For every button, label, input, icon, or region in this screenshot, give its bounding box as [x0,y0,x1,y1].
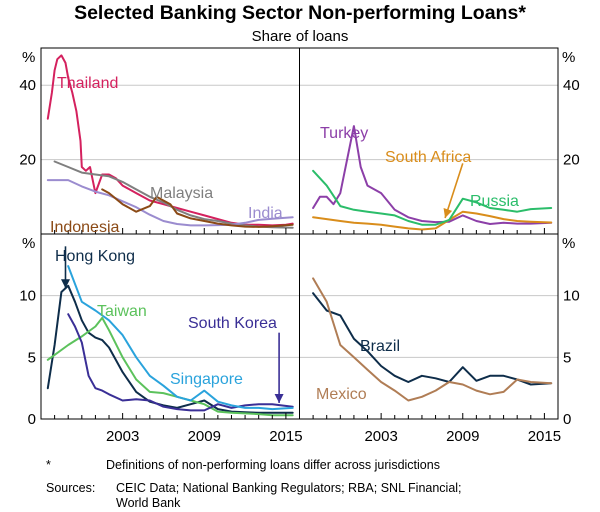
x-tick-label-2009: 2009 [188,428,221,445]
series-label-hong-kong: Hong Kong [55,248,135,265]
series-line-south-korea [67,313,294,412]
footnote-marker: * [46,458,51,472]
arrow-south-korea [274,332,284,403]
arrow-south-africa-head [443,208,453,219]
series-label-turkey: Turkey [320,125,368,142]
series-label-malaysia: Malaysia [150,185,213,202]
y-tick-label-bottom-left-10: 10 [19,288,36,305]
y-tick-label-top-right-20: 20 [563,152,580,169]
x-tick-label-2015: 2015 [269,428,302,445]
series-line-hong-kong [46,284,294,414]
series-label-russia: Russia [470,193,519,210]
x-tick-label-2003: 2003 [364,428,397,445]
series-line-malaysia [53,160,294,229]
series-label-south-africa: South Africa [385,149,471,166]
arrow-south-africa-shaft [444,163,464,219]
sources-line-2: World Bank [116,496,181,510]
series-label-india: India [248,205,283,222]
x-tick-label-2003: 2003 [106,428,139,445]
unit-label-top-left: % [22,49,35,66]
y-tick-label-bottom-left-0: 0 [28,411,36,428]
tick-marks [54,228,545,419]
series-label-taiwan: Taiwan [97,303,147,320]
series-line-south-africa [312,210,553,231]
series-line-mexico [312,277,553,402]
y-tick-label-bottom-right-5: 5 [563,349,571,366]
footnote-text: Definitions of non-performing loans diff… [106,458,440,472]
unit-label-bottom-right: % [562,235,575,252]
arrow-hong-kong-head [60,279,70,289]
unit-label-top-right: % [562,49,575,66]
series-line-india [46,179,294,227]
annotation-arrows [60,163,464,403]
x-tick-label-2015: 2015 [528,428,561,445]
x-tick-label-2009: 2009 [446,428,479,445]
series-label-indonesia: Indonesia [50,219,119,236]
series-line-taiwan [46,316,294,417]
series-line-singapore [67,265,294,411]
chart-subtitle: Share of loans [252,28,349,45]
series-label-mexico: Mexico [316,386,367,403]
arrow-hong-kong [60,246,70,289]
series-lines [46,54,553,417]
arrow-south-korea-head [274,393,284,403]
axis-labels: % % % % Thailand Malaysia India Indonesi… [19,49,579,510]
series-line-indonesia [101,188,294,228]
chart-title: Selected Banking Sector Non-performing L… [74,2,526,24]
y-tick-label-top-left-40: 40 [19,77,36,94]
series-line-brazil [312,292,553,386]
series-line-turkey [312,125,553,225]
y-tick-label-bottom-right-0: 0 [563,411,571,428]
y-tick-label-top-left-20: 20 [19,152,36,169]
y-tick-label-bottom-right-10: 10 [563,288,580,305]
sources-line-1: CEIC Data; National Banking Regulators; … [116,481,462,495]
y-tick-label-bottom-left-5: 5 [28,349,36,366]
series-label-brazil: Brazil [360,338,400,355]
series-label-south-korea: South Korea [188,315,277,332]
unit-label-bottom-left: % [22,235,35,252]
sources-label: Sources: [46,481,95,495]
arrow-south-africa [443,163,464,219]
series-label-singapore: Singapore [170,371,243,388]
series-label-thailand: Thailand [57,75,118,92]
series-line-russia [312,169,553,226]
y-tick-label-top-right-40: 40 [563,77,580,94]
